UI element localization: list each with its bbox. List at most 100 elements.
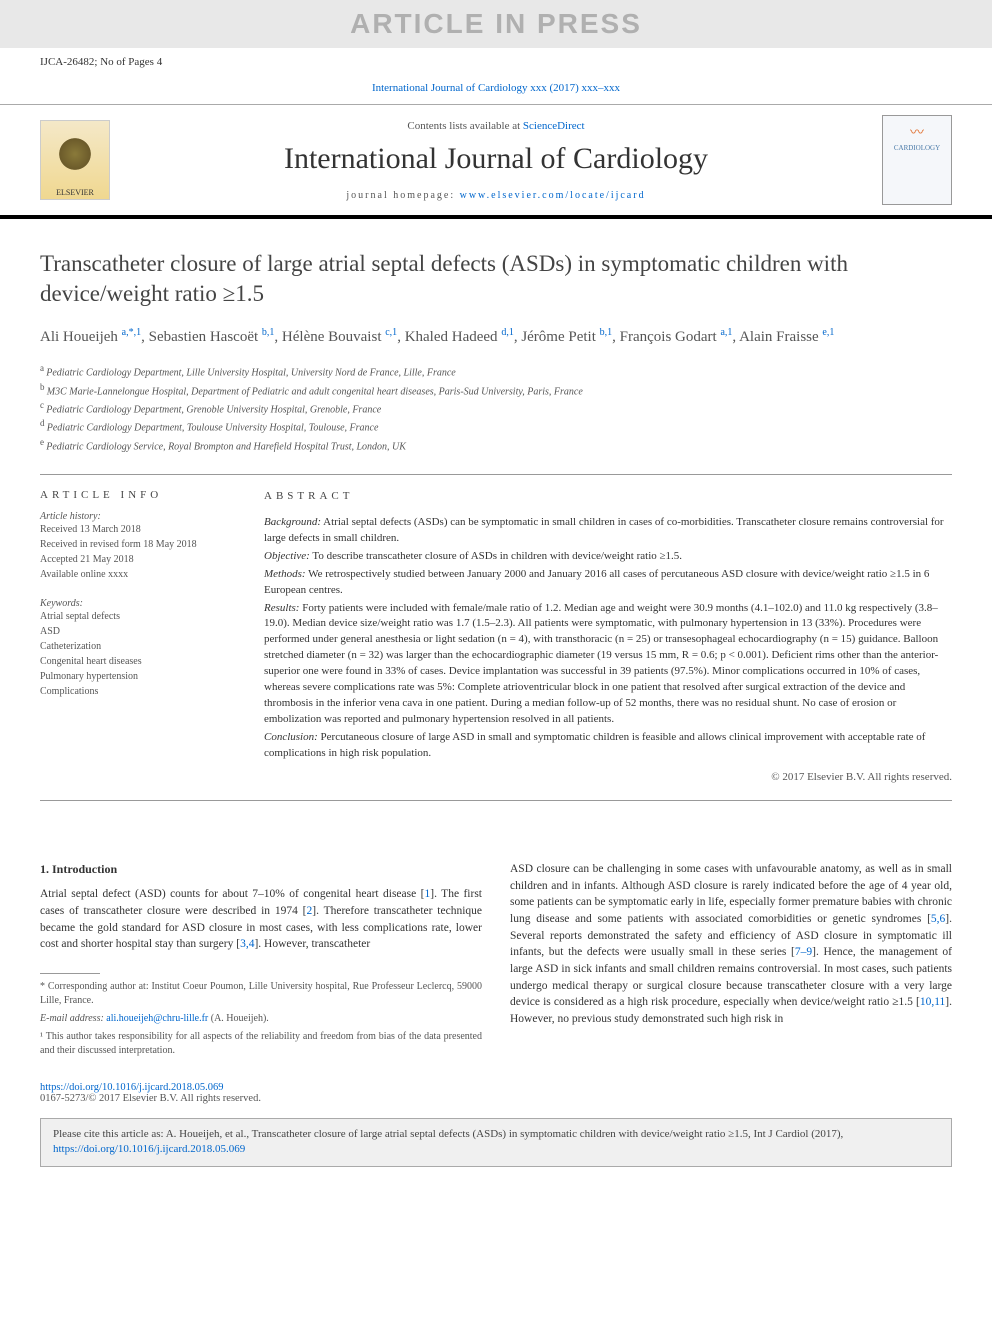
doi-link[interactable]: https://doi.org/10.1016/j.ijcard.2018.05… bbox=[40, 1082, 224, 1093]
body-column-right: ASD closure can be challenging in some c… bbox=[510, 861, 952, 1062]
article-front-matter: Transcatheter closure of large atrial se… bbox=[0, 219, 992, 821]
history-line: Accepted 21 May 2018 bbox=[40, 552, 240, 567]
manuscript-id: IJCA-26482; No of Pages 4 bbox=[0, 48, 992, 76]
author-list: Ali Houeijeh a,*,1, Sebastien Hascoët b,… bbox=[40, 325, 952, 349]
author-affiliation-sup[interactable]: a,*,1 bbox=[122, 327, 141, 338]
abstract-paragraph: Methods: We retrospectively studied betw… bbox=[264, 567, 952, 599]
history-line: Available online xxxx bbox=[40, 567, 240, 582]
author-name: , Hélène Bouvaist bbox=[274, 329, 385, 345]
keywords-label: Keywords: bbox=[40, 598, 240, 609]
reference-link[interactable]: 7–9 bbox=[795, 946, 812, 958]
email-label: E-mail address: bbox=[40, 1013, 106, 1024]
affiliation-line: e Pediatric Cardiology Service, Royal Br… bbox=[40, 436, 952, 454]
intro-paragraph-left: Atrial septal defect (ASD) counts for ab… bbox=[40, 886, 482, 953]
journal-ref-link[interactable]: International Journal of Cardiology xxx … bbox=[372, 82, 620, 94]
affiliation-sup: a bbox=[40, 363, 46, 373]
author-name: , Jérôme Petit bbox=[514, 329, 600, 345]
author-affiliation-sup[interactable]: a,1 bbox=[720, 327, 732, 338]
citation-box: Please cite this article as: A. Houeijeh… bbox=[40, 1118, 952, 1167]
elsevier-tree-icon bbox=[50, 134, 100, 184]
section-heading-introduction: 1. Introduction bbox=[40, 861, 482, 878]
history-line: Received 13 March 2018 bbox=[40, 522, 240, 537]
author-affiliation-sup[interactable]: c,1 bbox=[385, 327, 397, 338]
reference-link[interactable]: 5,6 bbox=[931, 913, 945, 925]
journal-reference: International Journal of Cardiology xxx … bbox=[0, 82, 992, 94]
journal-homepage-link[interactable]: www.elsevier.com/locate/ijcard bbox=[460, 190, 646, 201]
keyword: Congenital heart diseases bbox=[40, 654, 240, 669]
author-affiliation-sup[interactable]: b,1 bbox=[262, 327, 275, 338]
keyword: Atrial septal defects bbox=[40, 609, 240, 624]
author-name: , Khaled Hadeed bbox=[397, 329, 501, 345]
article-history-label: Article history: bbox=[40, 511, 240, 522]
doi-block: https://doi.org/10.1016/j.ijcard.2018.05… bbox=[0, 1072, 992, 1110]
article-info-sidebar: ARTICLE INFO Article history: Received 1… bbox=[40, 489, 240, 786]
author-responsibility-footnote: ¹ This author takes responsibility for a… bbox=[40, 1030, 482, 1058]
author-affiliation-sup[interactable]: b,1 bbox=[600, 327, 613, 338]
abstract-block: ABSTRACT Background: Atrial septal defec… bbox=[264, 489, 952, 786]
reference-link[interactable]: 10,11 bbox=[920, 996, 945, 1008]
author-name: Ali Houeijeh bbox=[40, 329, 122, 345]
reference-link[interactable]: 3,4 bbox=[240, 938, 254, 950]
corresponding-email-link[interactable]: ali.houeijeh@chru-lille.fr bbox=[106, 1013, 208, 1024]
affiliation-line: d Pediatric Cardiology Department, Toulo… bbox=[40, 417, 952, 435]
affiliation-line: c Pediatric Cardiology Department, Greno… bbox=[40, 399, 952, 417]
author-affiliation-sup[interactable]: e,1 bbox=[822, 327, 834, 338]
email-post: (A. Houeijeh). bbox=[208, 1013, 269, 1024]
reference-link[interactable]: 1 bbox=[425, 888, 431, 900]
article-in-press-watermark: ARTICLE IN PRESS bbox=[0, 0, 992, 48]
email-footnote: E-mail address: ali.houeijeh@chru-lille.… bbox=[40, 1012, 482, 1026]
abstract-paragraph: Results: Forty patients were included wi… bbox=[264, 601, 952, 729]
affiliation-line: a Pediatric Cardiology Department, Lille… bbox=[40, 362, 952, 380]
elsevier-label: ELSEVIER bbox=[56, 188, 94, 197]
issn-copyright: 0167-5273/© 2017 Elsevier B.V. All right… bbox=[40, 1093, 261, 1104]
corresponding-author-footnote: * Corresponding author at: Institut Coeu… bbox=[40, 980, 482, 1008]
abstract-para-label: Methods: bbox=[264, 568, 306, 580]
keyword: Pulmonary hypertension bbox=[40, 669, 240, 684]
info-abstract-row: ARTICLE INFO Article history: Received 1… bbox=[40, 474, 952, 801]
affiliation-list: a Pediatric Cardiology Department, Lille… bbox=[40, 362, 952, 454]
author-name: , Sebastien Hascoët bbox=[141, 329, 262, 345]
footnote-rule bbox=[40, 973, 100, 974]
homepage-pre: journal homepage: bbox=[346, 190, 459, 201]
abstract-para-label: Conclusion: bbox=[264, 731, 318, 743]
cover-label: CARDIOLOGY bbox=[894, 144, 940, 152]
contents-pre: Contents lists available at bbox=[407, 120, 522, 132]
intro-paragraph-right: ASD closure can be challenging in some c… bbox=[510, 861, 952, 1028]
body-column-left: 1. Introduction Atrial septal defect (AS… bbox=[40, 861, 482, 1062]
keyword: Catheterization bbox=[40, 639, 240, 654]
author-name: , François Godart bbox=[612, 329, 720, 345]
journal-homepage-line: journal homepage: www.elsevier.com/locat… bbox=[126, 190, 866, 201]
abstract-paragraph: Objective: To describe transcatheter clo… bbox=[264, 549, 952, 565]
abstract-para-label: Results: bbox=[264, 602, 299, 614]
affiliation-line: b M3C Marie-Lannelongue Hospital, Depart… bbox=[40, 381, 952, 399]
keyword: ASD bbox=[40, 624, 240, 639]
journal-cover-thumbnail[interactable]: 〰 CARDIOLOGY bbox=[882, 115, 952, 205]
affiliation-sup: d bbox=[40, 418, 47, 428]
cover-swoosh-icon: 〰 bbox=[910, 122, 924, 142]
body-two-column: 1. Introduction Atrial septal defect (AS… bbox=[0, 821, 992, 1072]
abstract-paragraph: Background: Atrial septal defects (ASDs)… bbox=[264, 515, 952, 547]
abstract-para-label: Objective: bbox=[264, 550, 310, 562]
article-title: Transcatheter closure of large atrial se… bbox=[40, 249, 952, 309]
reference-link[interactable]: 2 bbox=[307, 905, 313, 917]
masthead-center: Contents lists available at ScienceDirec… bbox=[126, 120, 866, 201]
keyword: Complications bbox=[40, 684, 240, 699]
author-name: , Alain Fraisse bbox=[732, 329, 822, 345]
sciencedirect-link[interactable]: ScienceDirect bbox=[523, 120, 585, 132]
author-affiliation-sup[interactable]: d,1 bbox=[501, 327, 514, 338]
abstract-para-label: Background: bbox=[264, 516, 321, 528]
citebox-doi-link[interactable]: https://doi.org/10.1016/j.ijcard.2018.05… bbox=[53, 1143, 245, 1155]
elsevier-logo[interactable]: ELSEVIER bbox=[40, 120, 110, 200]
affiliation-sup: b bbox=[40, 382, 47, 392]
journal-title: International Journal of Cardiology bbox=[126, 142, 866, 176]
history-line: Received in revised form 18 May 2018 bbox=[40, 537, 240, 552]
affiliation-sup: e bbox=[40, 437, 46, 447]
abstract-paragraph: Conclusion: Percutaneous closure of larg… bbox=[264, 730, 952, 762]
abstract-heading: ABSTRACT bbox=[264, 489, 952, 505]
contents-lists-line: Contents lists available at ScienceDirec… bbox=[126, 120, 866, 132]
citebox-text: Please cite this article as: A. Houeijeh… bbox=[53, 1128, 843, 1140]
article-info-heading: ARTICLE INFO bbox=[40, 489, 240, 501]
journal-masthead: ELSEVIER Contents lists available at Sci… bbox=[0, 104, 992, 219]
abstract-copyright: © 2017 Elsevier B.V. All rights reserved… bbox=[264, 770, 952, 786]
affiliation-sup: c bbox=[40, 400, 46, 410]
